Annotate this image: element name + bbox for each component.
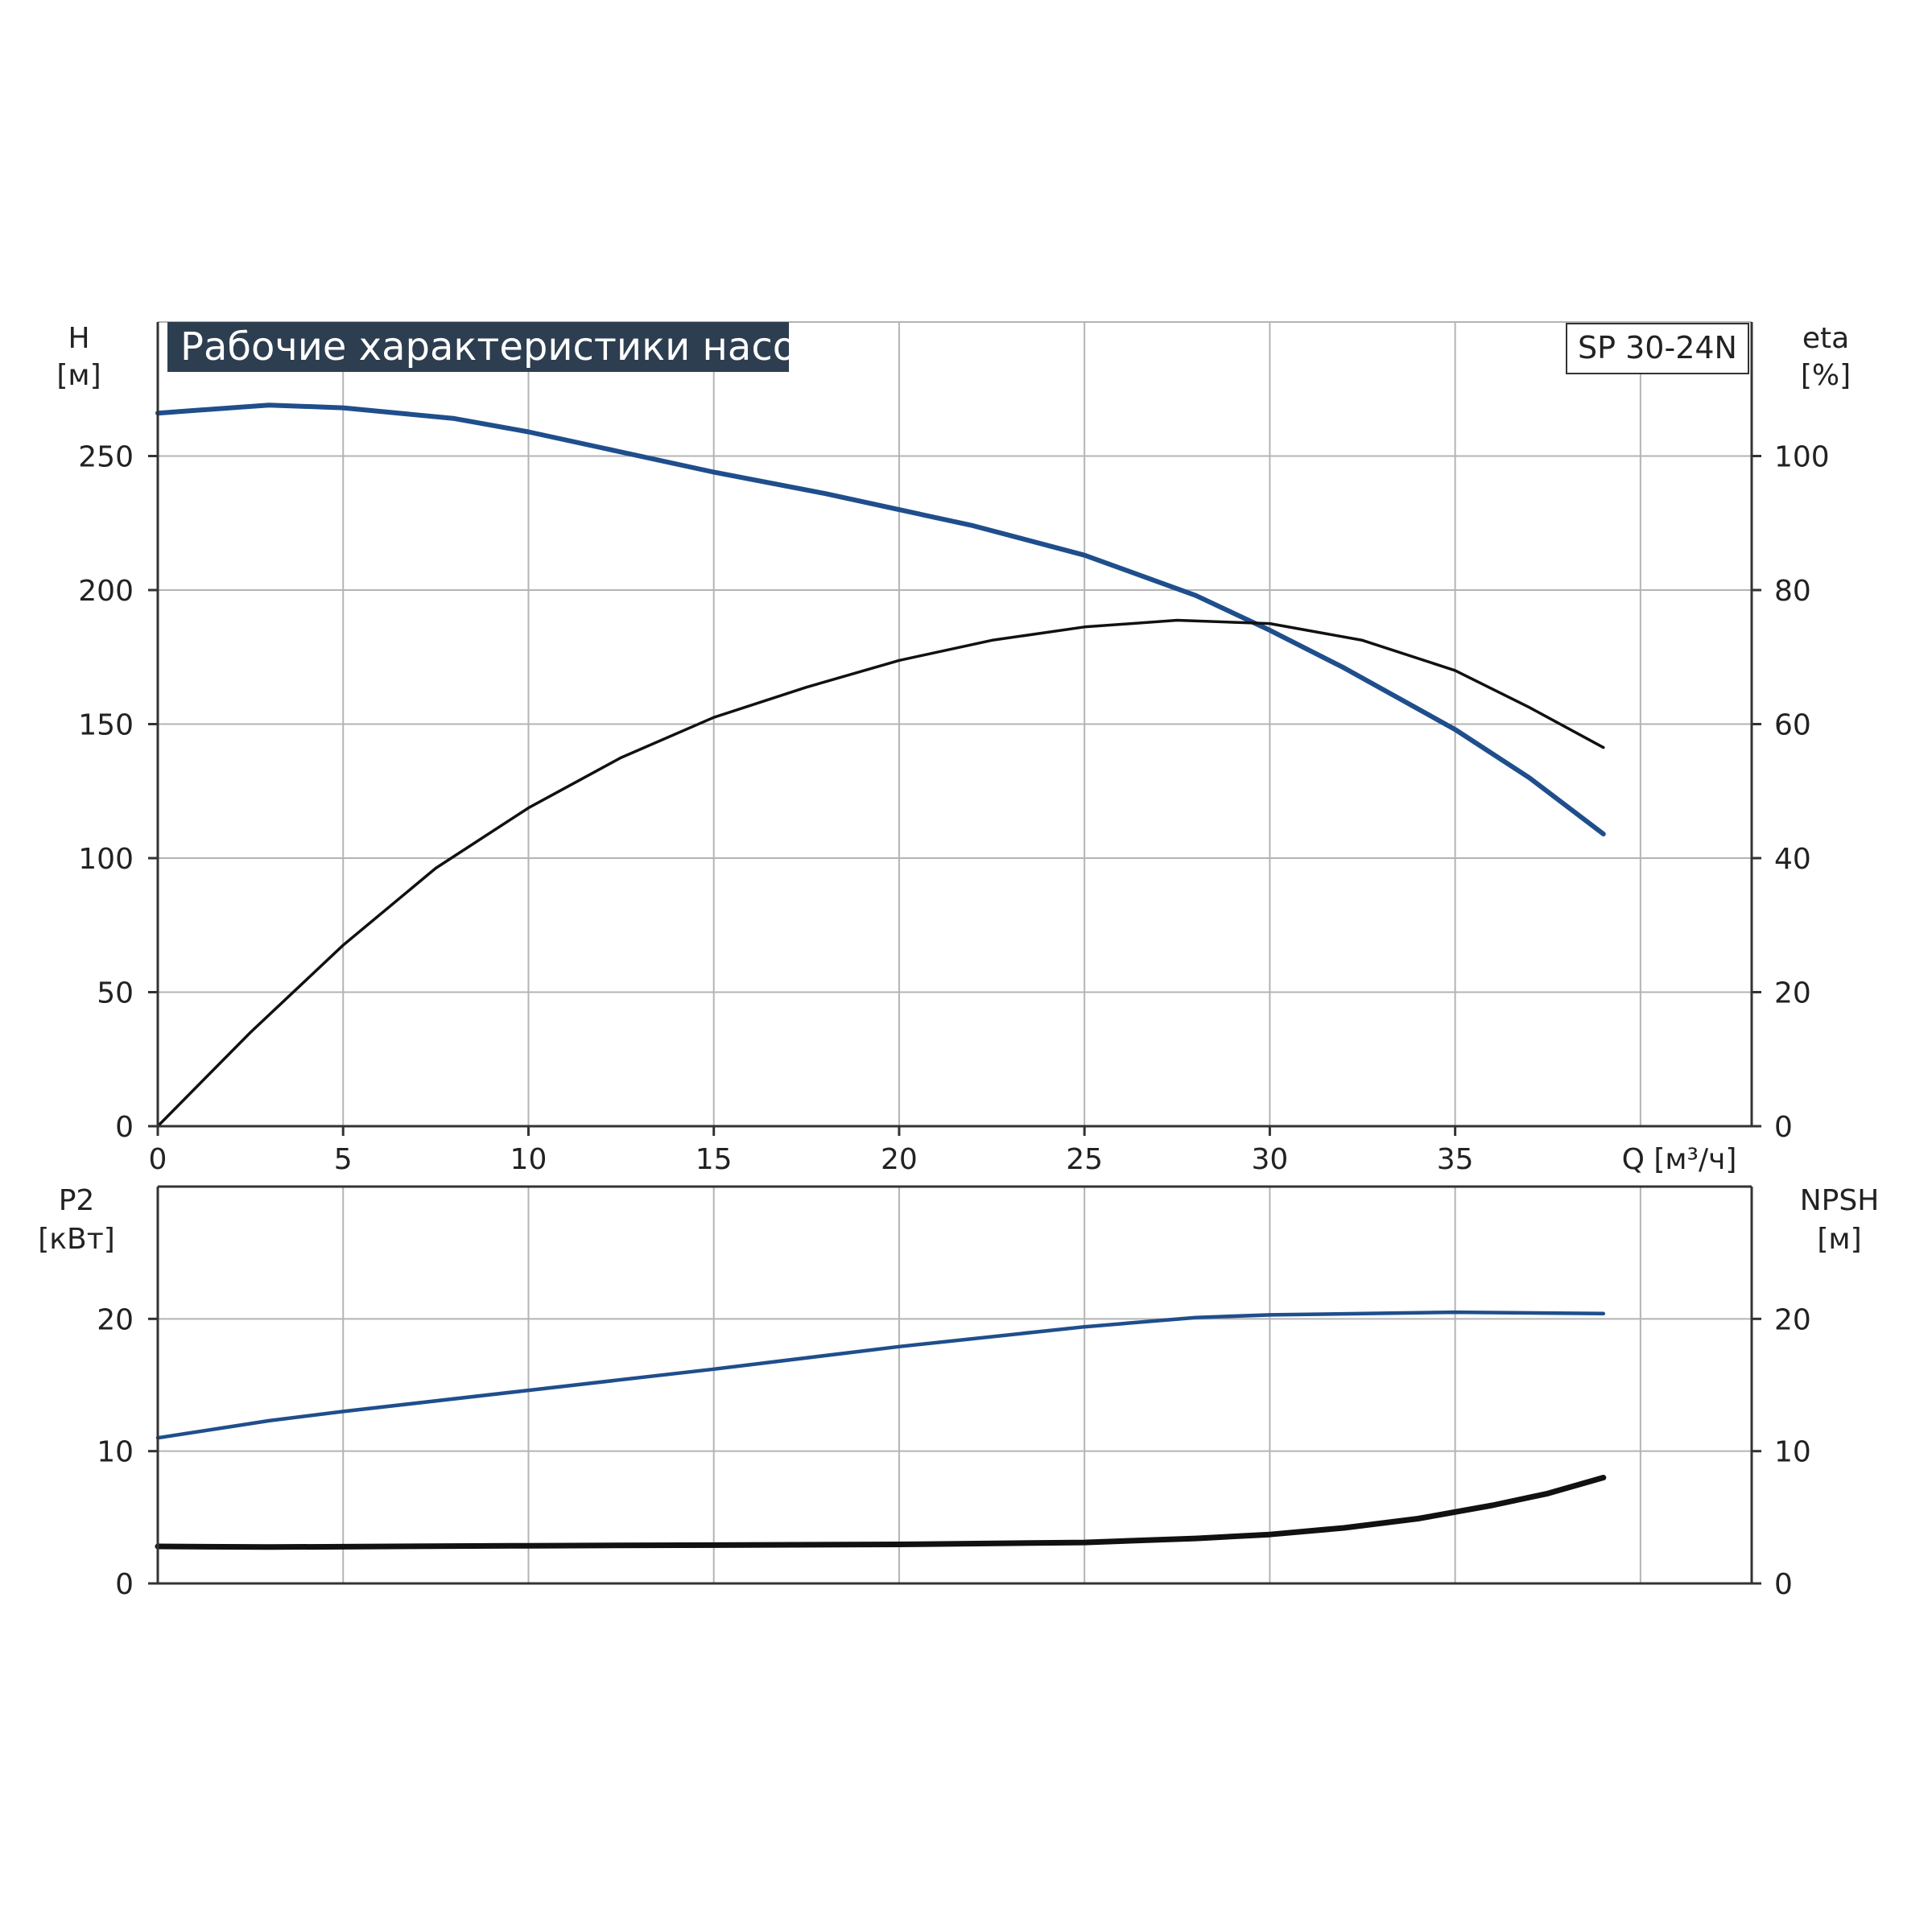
bottom-right-tick-label: 0 (1774, 1568, 1793, 1601)
bottom-left-tick-label: 0 (115, 1568, 134, 1601)
top-left-tick-label: 0 (115, 1111, 134, 1144)
bottom-series (155, 1310, 1607, 1550)
top-left-tick-label: 100 (78, 843, 134, 876)
bottom-series-1-line (155, 1310, 1606, 1440)
top-right-tick-label: 100 (1774, 441, 1830, 474)
model-box-border (1566, 323, 1749, 374)
x-tick-label: 25 (1066, 1143, 1103, 1176)
chart-title-background (167, 322, 789, 372)
bottom-labels: P2 [кВт] NPSH [м] (38, 1184, 1879, 1256)
bottom-left-axis-unit: [кВт] (38, 1223, 115, 1256)
top-ticks: 0 50 100 150 200 250 0 20 40 60 80 100 0 5 10 15 20 25 30 3… (78, 322, 1830, 1176)
x-tick-label: 0 (149, 1143, 167, 1176)
top-right-tick-label: 0 (1774, 1111, 1793, 1144)
x-tick-label: 15 (696, 1143, 733, 1176)
model-box: SP 30-24N (1566, 323, 1749, 374)
bottom-right-axis-name: NPSH (1800, 1184, 1880, 1217)
top-right-tick-label: 40 (1774, 843, 1811, 876)
top-series-1-line (155, 402, 1606, 836)
bottom-right-tick-label: 10 (1774, 1436, 1811, 1469)
x-axis-label: Q [м³/ч] (1622, 1143, 1737, 1176)
top-left-tick-label: 50 (97, 977, 134, 1010)
bottom-panel: 0 10 20 0 10 20 P2 [кВт] NPSH [м] (38, 1184, 1879, 1601)
top-right-tick-label: 80 (1774, 575, 1811, 608)
top-right-tick-label: 60 (1774, 709, 1811, 742)
top-left-axis-name: H (68, 322, 89, 355)
bottom-series-2-line (155, 1475, 1607, 1550)
bottom-right-axis-unit: [м] (1817, 1223, 1861, 1256)
top-right-tick-label: 20 (1774, 977, 1811, 1010)
model-label: SP 30-24N (1578, 330, 1737, 365)
top-grid (157, 321, 1752, 1126)
top-left-axis-unit: [м] (56, 359, 101, 392)
bottom-right-tick-label: 20 (1774, 1303, 1811, 1336)
bottom-left-axis-name: P2 (59, 1184, 95, 1217)
top-right-axis-unit: [%] (1801, 359, 1851, 392)
bottom-ticks: 0 10 20 0 10 20 (97, 1185, 1811, 1601)
x-tick-label: 5 (334, 1143, 353, 1176)
top-right-axis-name: eta (1802, 322, 1849, 355)
bottom-left-tick-label: 20 (97, 1303, 134, 1336)
top-left-tick-label: 200 (78, 575, 134, 608)
x-tick-label: 10 (510, 1143, 547, 1176)
bottom-left-tick-label: 10 (97, 1436, 134, 1469)
top-panel: 0 50 100 150 200 250 0 20 40 60 80 100 0 5 10 15 20 25 30 3… (56, 321, 1851, 1176)
chart-title: Рабочие характеристики насоса (180, 324, 841, 369)
top-left-tick-label: 150 (78, 709, 134, 742)
top-left-tick-label: 250 (78, 441, 134, 474)
top-series (155, 402, 1606, 1128)
top-labels: H [м] eta [%] Q [м³/ч] (56, 322, 1851, 1176)
top-series-2-line (156, 618, 1605, 1128)
x-tick-label: 35 (1437, 1143, 1474, 1176)
bottom-grid (157, 1187, 1752, 1583)
chart-title-box: Рабочие характеристики насоса (167, 322, 841, 372)
x-tick-label: 30 (1251, 1143, 1288, 1176)
x-tick-label: 20 (881, 1143, 918, 1176)
